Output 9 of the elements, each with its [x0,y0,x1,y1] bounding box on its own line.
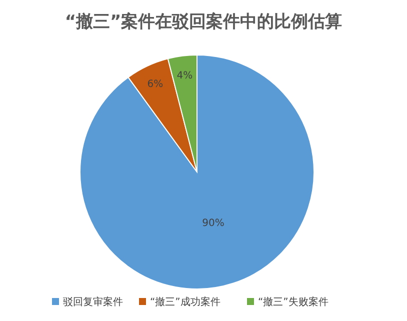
legend-label: “撤三”成功案件 [150,296,220,308]
pie-slice [128,58,198,172]
legend-label: “撤三”失败案件 [258,296,328,308]
legend-label: 驳回复审案件 [63,296,123,308]
chart-title: “撤三”案件在驳回案件中的比例估算 [64,11,342,32]
data-label: 90% [202,218,224,230]
data-label: 6% [147,79,164,90]
data-label: 4% [176,70,193,82]
pie-slice [80,54,314,290]
